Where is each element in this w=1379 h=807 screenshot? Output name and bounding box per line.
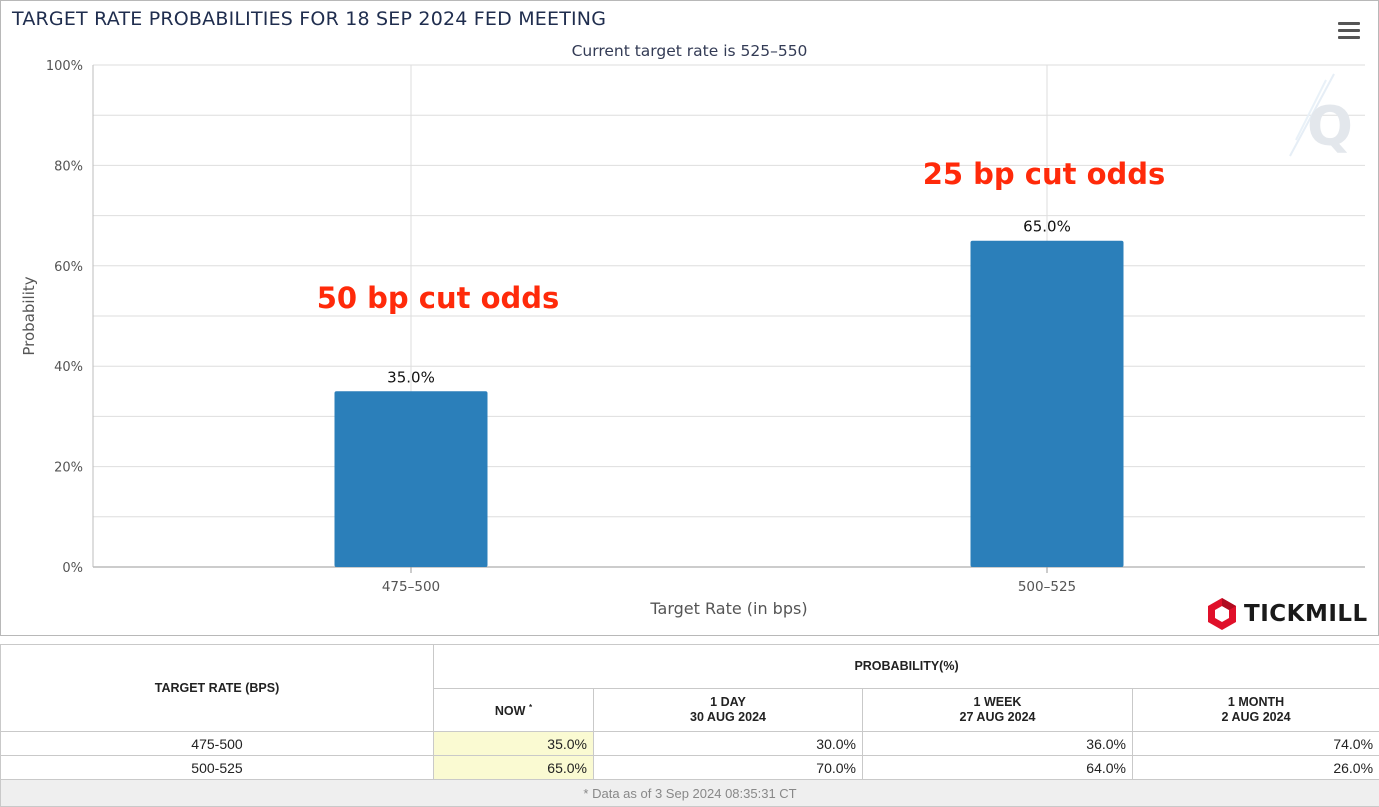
cell-1-day: 30.0%	[594, 732, 863, 756]
header-probability: PROBABILITY(%)	[434, 645, 1379, 689]
y-tick-label: 20%	[54, 461, 83, 476]
cell-rate: 500-525	[1, 756, 434, 780]
cell-1-week: 36.0%	[863, 732, 1133, 756]
watermark-q-icon: Q	[1307, 95, 1353, 158]
data-label: 65.0%	[1023, 218, 1071, 236]
cell-now: 35.0%	[434, 732, 594, 756]
header-now: NOW *	[434, 688, 594, 732]
y-tick-label: 80%	[54, 159, 83, 174]
annotation-25bp: 25 bp cut odds	[923, 157, 1166, 191]
y-axis-ticks: 0% 20% 40% 60% 80% 100%	[46, 59, 83, 576]
y-axis-label: Probability	[20, 276, 38, 355]
watermark: Q	[1290, 74, 1353, 158]
annotation-50bp: 50 bp cut odds	[317, 281, 560, 315]
x-axis-ticks: 475–500 500–525	[382, 567, 1076, 595]
bars: 35.0% 65.0%	[335, 218, 1124, 567]
x-tick-label: 500–525	[1018, 579, 1076, 595]
y-tick-label: 40%	[54, 360, 83, 375]
footnote: * Data as of 3 Sep 2024 08:35:31 CT	[1, 780, 1379, 807]
hexagon-logo-icon	[1206, 597, 1238, 631]
chart-subtitle: Current target rate is 525–550	[0, 42, 1379, 60]
chart-title: TARGET RATE PROBABILITIES FOR 18 SEP 202…	[12, 8, 606, 30]
cell-now: 65.0%	[434, 756, 594, 780]
logo-text: TICKMILL	[1244, 601, 1368, 627]
bar[interactable]	[335, 391, 488, 567]
bar-chart: Q 0% 20% 40% 60% 80% 100% 35.0% 65.0% 475–500 5…	[0, 0, 1379, 634]
hamburger-menu-icon[interactable]	[1336, 20, 1362, 42]
probability-table: TARGET RATE (BPS) PROBABILITY(%) NOW * 1…	[0, 644, 1379, 807]
y-tick-label: 100%	[46, 59, 83, 74]
cell-1-day: 70.0%	[594, 756, 863, 780]
y-tick-label: 0%	[62, 561, 83, 576]
table-row: 475-500 35.0% 30.0% 36.0% 74.0%	[1, 732, 1379, 756]
x-tick-label: 475–500	[382, 579, 440, 595]
cell-1-month: 74.0%	[1133, 732, 1379, 756]
header-target-rate: TARGET RATE (BPS)	[1, 645, 434, 732]
table-row: 500-525 65.0% 70.0% 64.0% 26.0%	[1, 756, 1379, 780]
data-label: 35.0%	[387, 368, 435, 386]
x-axis-label: Target Rate (in bps)	[649, 599, 807, 618]
y-tick-label: 60%	[54, 260, 83, 275]
grid-lines	[93, 65, 1365, 567]
cell-1-week: 64.0%	[863, 756, 1133, 780]
tickmill-logo: TICKMILL	[1206, 596, 1368, 632]
cell-rate: 475-500	[1, 732, 434, 756]
cell-1-month: 26.0%	[1133, 756, 1379, 780]
bar[interactable]	[971, 241, 1124, 567]
